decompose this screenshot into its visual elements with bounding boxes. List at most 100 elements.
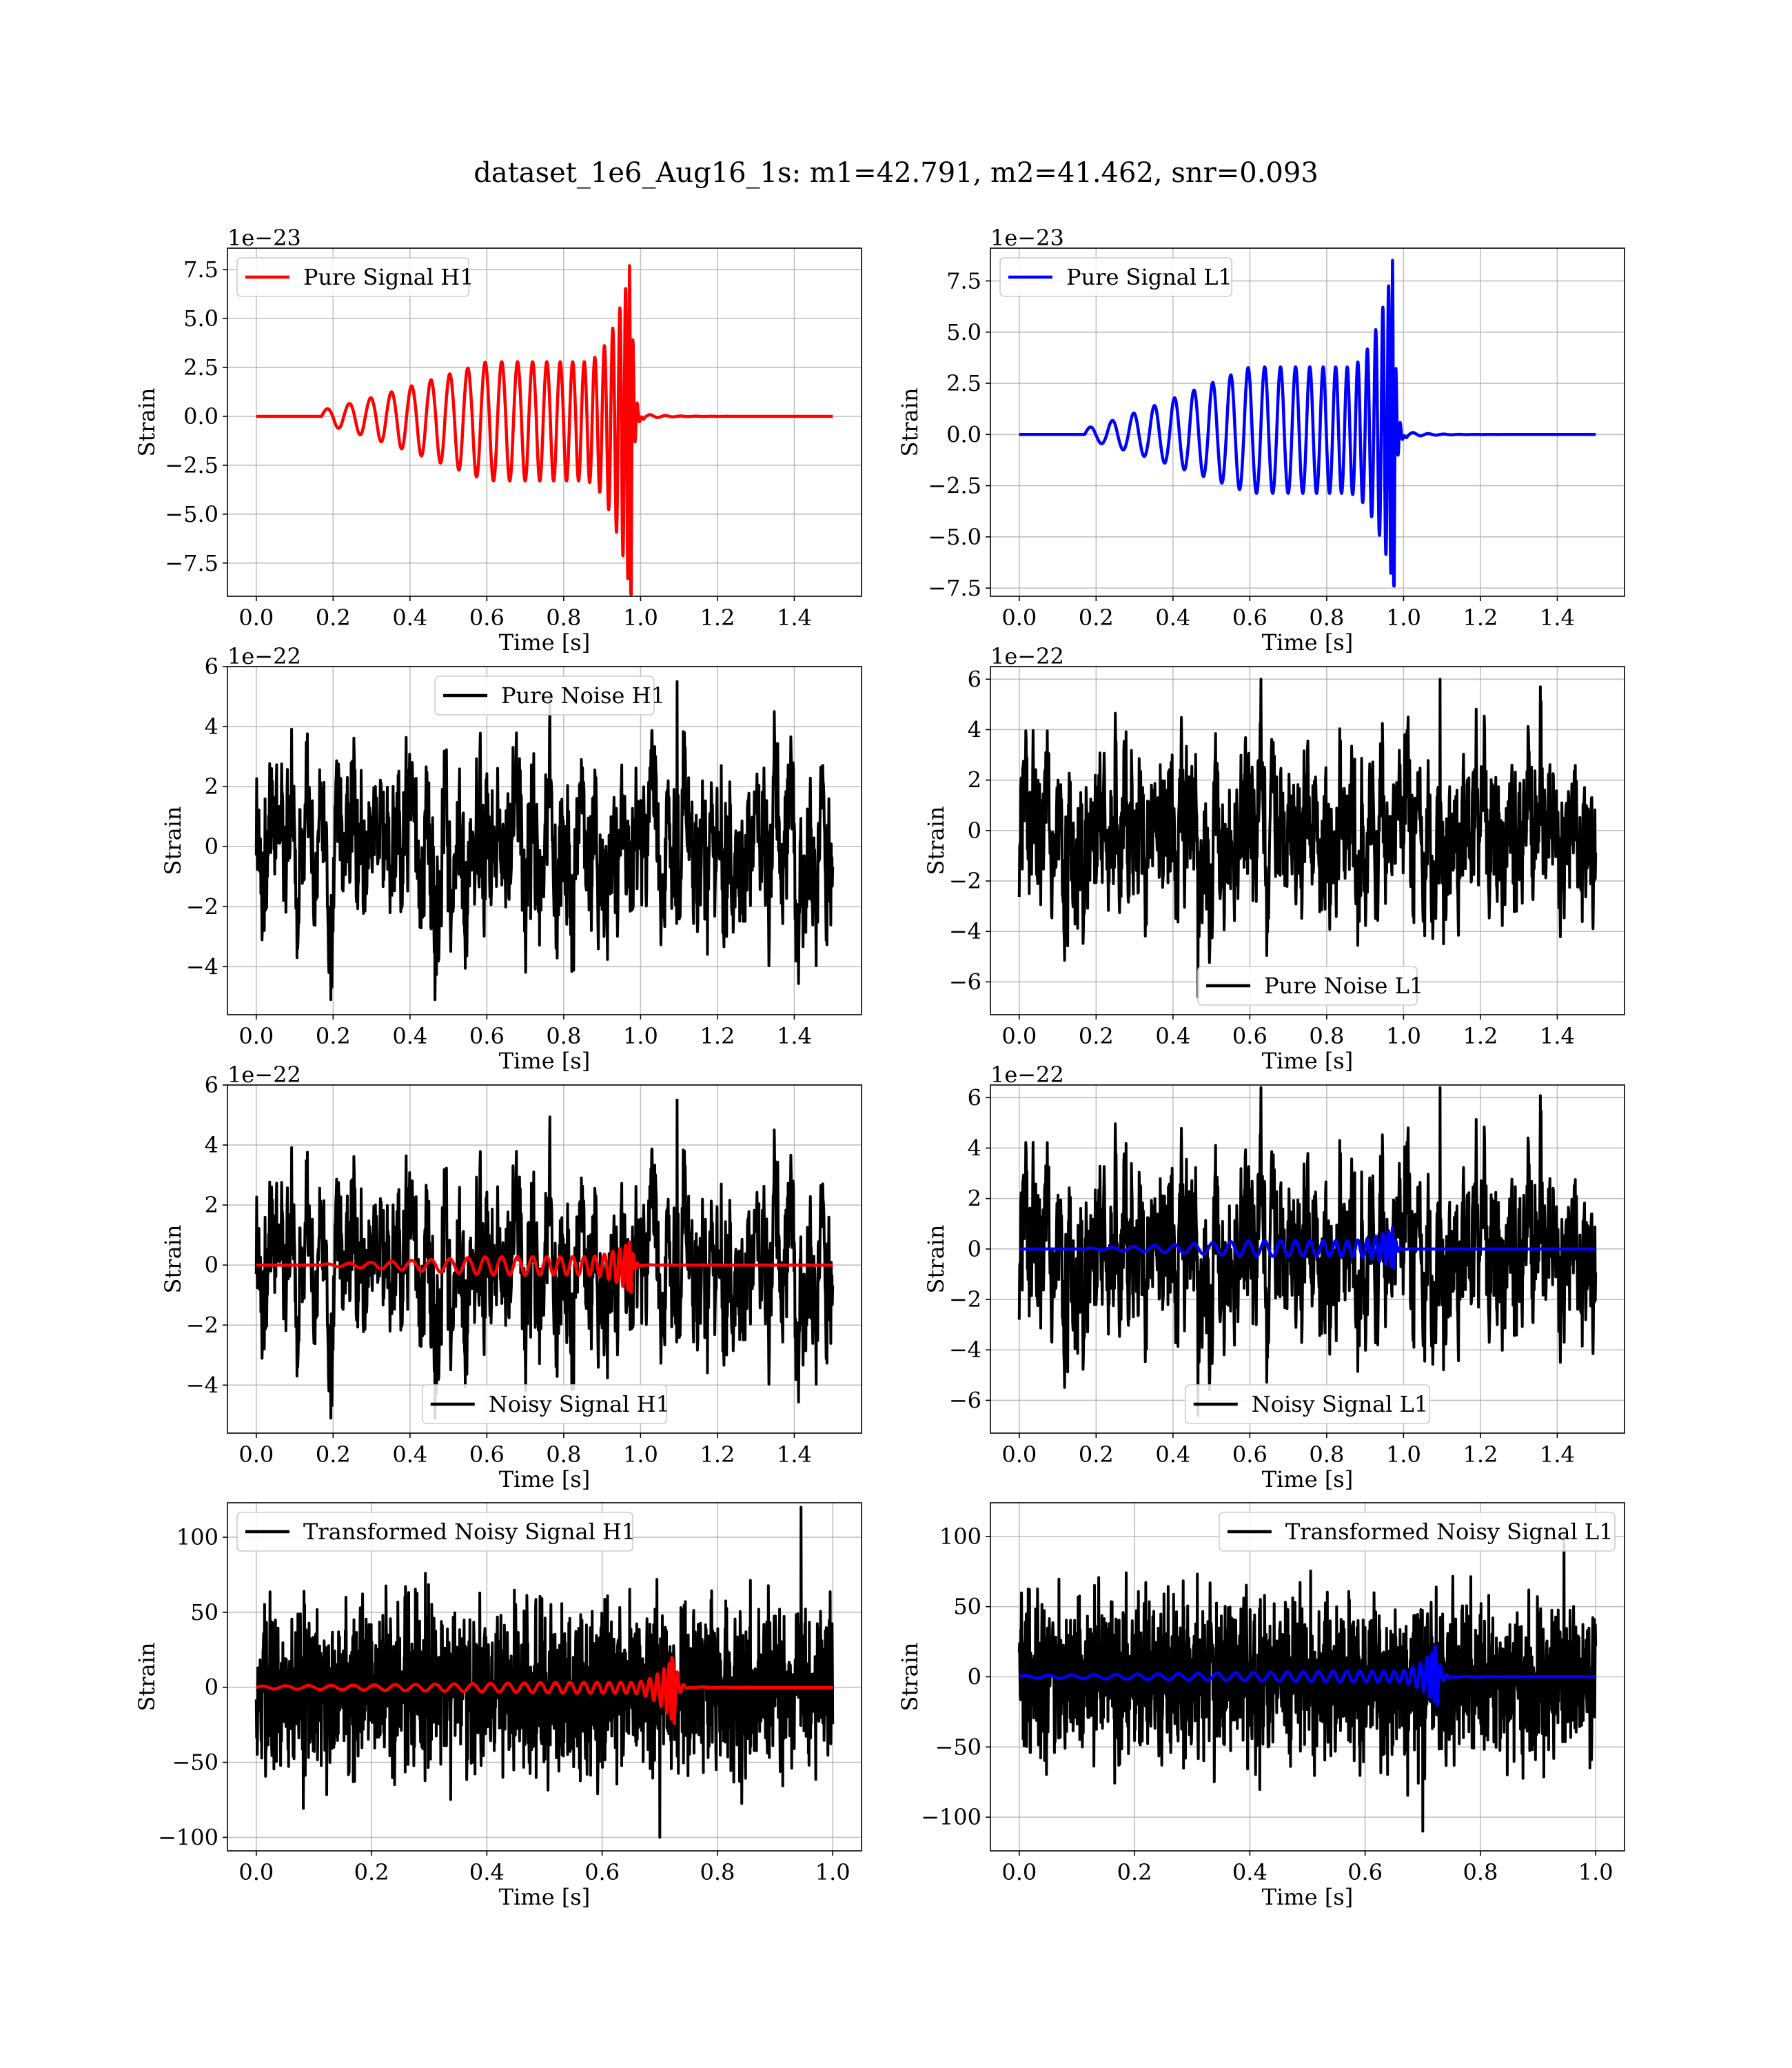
y-tick-label: −2 <box>186 1312 218 1338</box>
y-tick-label: 100 <box>176 1524 218 1550</box>
y-tick-label: 0 <box>968 1664 981 1690</box>
y-tick-label: 50 <box>190 1599 218 1625</box>
legend: Noisy Signal L1 <box>1184 1384 1431 1424</box>
x-tick-label: 0.8 <box>1309 1441 1344 1468</box>
offset-text: 1e−23 <box>990 225 1064 251</box>
x-tick-label: 0.8 <box>546 1441 581 1468</box>
x-tick-label: 1.0 <box>623 605 658 631</box>
axes-frame <box>990 247 1625 597</box>
offset-text: 1e−23 <box>227 225 301 251</box>
x-tick-label: 1.0 <box>1386 1023 1421 1049</box>
x-tick-label: 0.0 <box>1001 605 1037 631</box>
x-tick-label: 0.6 <box>1232 605 1267 631</box>
y-tick-label: 0 <box>968 818 981 844</box>
axes-frame <box>227 247 862 597</box>
x-tick-label: 0.0 <box>1001 1859 1037 1885</box>
x-tick-label: 0.2 <box>316 1023 351 1049</box>
y-tick-label: −5.0 <box>165 501 218 527</box>
x-tick-label: 0.0 <box>238 605 274 631</box>
axes-frame <box>227 1084 862 1434</box>
series-line-0 <box>1017 678 1598 999</box>
figure-title: dataset_1e6_Aug16_1s: m1=42.791, m2=41.4… <box>474 157 1318 189</box>
y-tick-label: 6 <box>968 666 981 692</box>
legend-box <box>1219 1512 1616 1552</box>
series-line-0 <box>1017 1086 1598 1417</box>
x-tick-label: 0.0 <box>1001 1441 1037 1468</box>
legend: Transformed Noisy Signal L1 <box>1219 1512 1616 1552</box>
x-tick-label: 0.4 <box>392 605 427 631</box>
y-tick-label: −4 <box>949 1337 981 1363</box>
x-tick-label: 1.2 <box>1463 1023 1498 1049</box>
legend-box <box>421 1384 668 1424</box>
y-tick-label: 2.5 <box>946 370 981 396</box>
subplot-transformed-noisy-signal-h1: 0.0 0.2 0.4 0.6 0.8 1.0 −100 −50 0 50 100 Time [s] S… <box>134 1502 862 1910</box>
y-tick-label: 4 <box>205 713 218 740</box>
legend-box <box>236 1512 633 1552</box>
x-axis-label: Time [s] <box>499 1466 590 1492</box>
x-tick-label: 1.0 <box>815 1859 851 1885</box>
y-tick-label: 4 <box>205 1132 218 1158</box>
x-tick-label: 0.8 <box>700 1859 735 1885</box>
y-tick-label: −2.5 <box>928 473 981 499</box>
x-tick-label: 0.4 <box>392 1023 427 1049</box>
x-tick-label: 0.6 <box>469 1441 505 1468</box>
x-tick-label: 0.6 <box>1347 1859 1383 1885</box>
y-tick-label: 0 <box>205 1674 218 1701</box>
y-tick-label: 7.5 <box>946 268 981 294</box>
y-tick-label: −6 <box>949 969 981 995</box>
y-tick-label: 5.0 <box>946 319 981 345</box>
y-tick-label: 0 <box>968 1236 981 1262</box>
x-tick-label: 0.0 <box>238 1441 274 1468</box>
y-tick-label: −5.0 <box>928 524 981 550</box>
x-tick-label: 1.2 <box>1463 605 1498 631</box>
series-group <box>1017 1086 1598 1417</box>
x-tick-label: 1.2 <box>1463 1441 1498 1468</box>
legend: Pure Noise L1 <box>1197 966 1423 1006</box>
offset-text: 1e−22 <box>990 643 1064 669</box>
legend-box <box>434 676 655 716</box>
y-tick-label: 0.0 <box>183 403 218 429</box>
x-tick-label: 0.6 <box>1232 1023 1267 1049</box>
legend-box <box>236 257 470 297</box>
legend-label: Transformed Noisy Signal H1 <box>303 1519 635 1545</box>
x-tick-label: 1.4 <box>777 1441 812 1468</box>
y-axis-label: Strain <box>897 1643 923 1712</box>
legend: Transformed Noisy Signal H1 <box>236 1512 635 1552</box>
legend-label: Pure Noise L1 <box>1264 973 1423 999</box>
y-tick-label: 2 <box>205 1192 218 1218</box>
y-axis-label: Strain <box>160 807 186 875</box>
y-tick-label: 6 <box>205 1072 218 1098</box>
x-tick-label: 0.4 <box>469 1859 505 1885</box>
x-tick-label: 0.2 <box>1079 605 1114 631</box>
y-axis-label: Strain <box>923 1225 949 1294</box>
x-tick-label: 0.0 <box>238 1023 274 1049</box>
series-group <box>254 680 835 1002</box>
y-tick-label: −4 <box>949 918 981 944</box>
series-line-0 <box>254 680 835 1002</box>
y-tick-label: 2 <box>968 1186 981 1212</box>
x-tick-label: 0.6 <box>1232 1441 1267 1468</box>
y-tick-label: −4 <box>186 953 218 980</box>
series-line-1 <box>254 1655 835 1725</box>
x-tick-label: 1.0 <box>1578 1859 1613 1885</box>
y-tick-label: 4 <box>968 1135 981 1161</box>
y-tick-label: −4 <box>186 1372 218 1398</box>
y-tick-label: 2 <box>205 773 218 800</box>
x-tick-label: 1.2 <box>700 1023 735 1049</box>
x-tick-label: 0.0 <box>238 1859 274 1885</box>
x-tick-label: 0.2 <box>316 1441 351 1468</box>
series-line-0 <box>254 1506 835 1839</box>
x-tick-label: 0.2 <box>354 1859 389 1885</box>
series-line-0 <box>1017 258 1598 588</box>
x-tick-label: 1.4 <box>1540 605 1575 631</box>
x-tick-label: 0.4 <box>1155 605 1190 631</box>
y-tick-label: 2 <box>968 767 981 793</box>
legend: Noisy Signal H1 <box>421 1384 670 1424</box>
y-tick-label: −6 <box>949 1387 981 1413</box>
y-tick-label: −2 <box>949 868 981 894</box>
y-tick-label: 0 <box>205 833 218 860</box>
x-tick-label: 1.4 <box>1540 1023 1575 1049</box>
x-tick-label: 1.0 <box>1386 605 1421 631</box>
legend-box <box>999 257 1233 297</box>
